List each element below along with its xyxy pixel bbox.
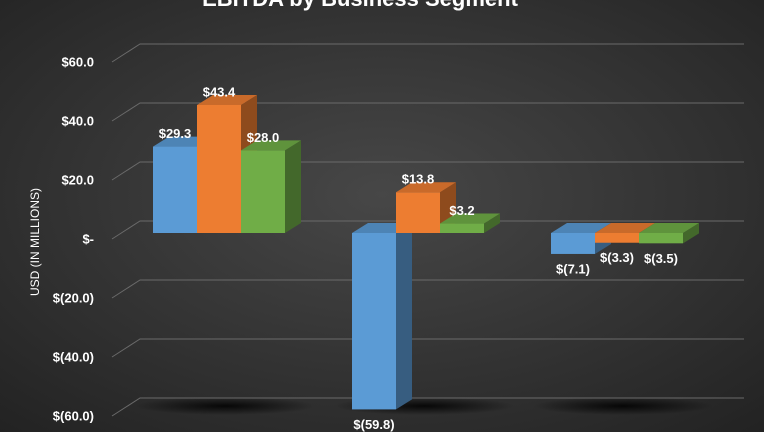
bar-front <box>639 233 683 244</box>
bar-side <box>484 213 500 233</box>
y-tick-label: $40.0 <box>61 113 94 128</box>
grid-line <box>111 102 744 122</box>
y-tick-label: $(40.0) <box>53 349 94 364</box>
bar <box>639 223 699 244</box>
bar-top <box>396 182 456 193</box>
chart-title: EBITDA by Business Segment <box>202 0 518 11</box>
grid <box>111 43 744 417</box>
bar-side <box>396 223 412 410</box>
grid-line <box>111 338 744 358</box>
bar-front <box>396 192 440 233</box>
bars <box>153 94 699 410</box>
labels: $60.0 $40.0 $20.0 $- $(20.0) $(40.0) $(60.0) $2… <box>53 54 678 431</box>
y-axis-title: USD (IN MILLIONS) <box>28 188 42 296</box>
bar-front <box>352 233 396 410</box>
data-label: $43.4 <box>203 84 236 99</box>
bar-top <box>551 223 611 233</box>
y-tick-label: $(60.0) <box>53 408 94 423</box>
bar-front <box>153 146 197 233</box>
bar-front <box>197 104 241 233</box>
bar-top <box>241 140 301 151</box>
data-label: $(3.5) <box>644 251 678 266</box>
data-label: $(59.8) <box>353 417 394 432</box>
bar <box>352 223 412 410</box>
bar-side <box>285 140 301 233</box>
bar-top <box>440 213 500 224</box>
grid-line <box>111 279 744 299</box>
bar-front <box>440 223 484 233</box>
bar-top <box>197 94 257 105</box>
bar-front <box>241 150 285 233</box>
bar-shadow <box>135 397 315 415</box>
data-label: $(3.3) <box>600 250 634 265</box>
bar <box>241 140 301 233</box>
y-tick-label: $- <box>82 231 94 246</box>
data-label: $3.2 <box>449 203 474 218</box>
bar-front <box>551 233 595 254</box>
data-label: $13.8 <box>402 172 435 187</box>
y-tick-label: $(20.0) <box>53 290 94 305</box>
grid-line <box>111 397 744 417</box>
bar-front <box>595 233 639 243</box>
data-label: $28.0 <box>247 130 280 145</box>
grid-line <box>111 161 744 181</box>
data-label: $(7.1) <box>556 261 590 276</box>
bar-top <box>595 223 655 233</box>
grid-line <box>111 220 744 240</box>
grid-line <box>111 43 744 63</box>
bar-shadow <box>533 397 713 415</box>
bar-side <box>683 223 699 244</box>
bar-top <box>639 223 699 233</box>
bar <box>440 213 500 233</box>
y-tick-label: $60.0 <box>61 54 94 69</box>
y-tick-label: $20.0 <box>61 172 94 187</box>
data-label: $29.3 <box>159 126 192 141</box>
